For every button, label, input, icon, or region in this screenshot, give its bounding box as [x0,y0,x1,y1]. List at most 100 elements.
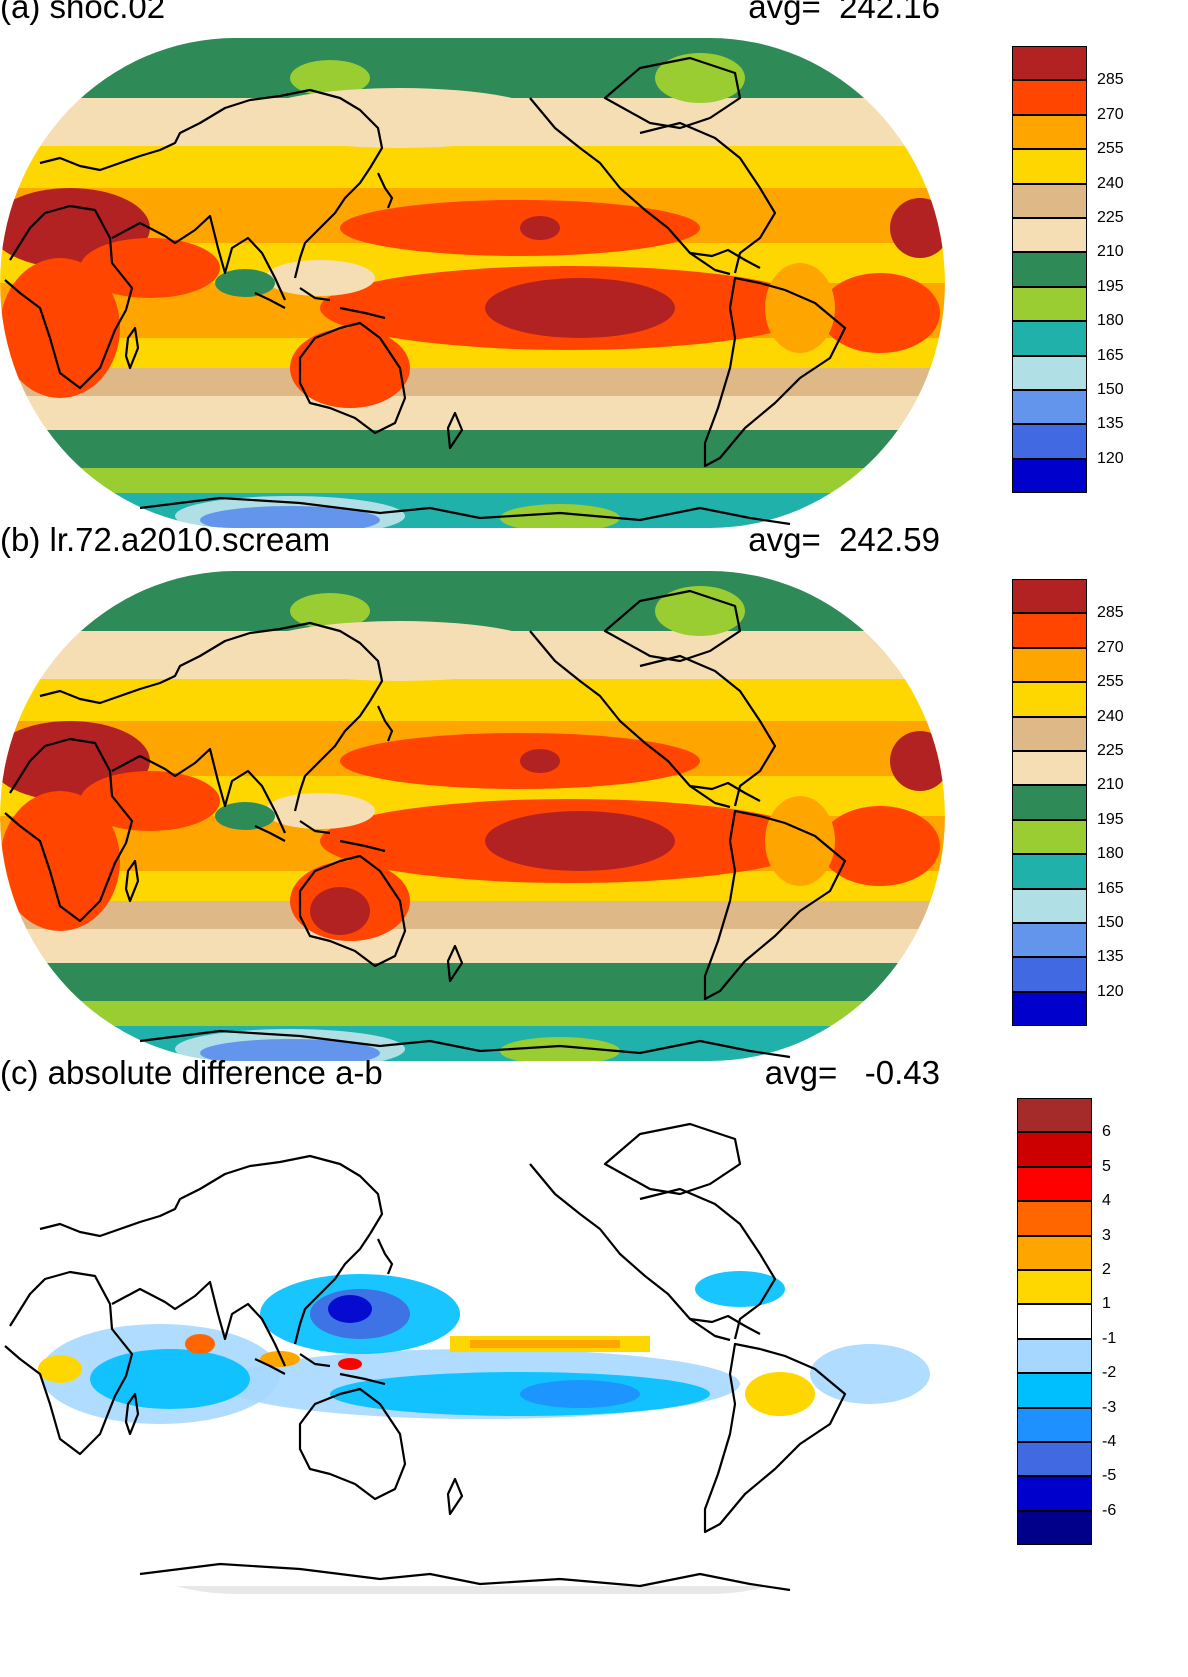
field-region [215,269,275,297]
colorbar-c-swatch [1017,1476,1092,1511]
colorbar-a-tick-label: 255 [1097,140,1124,158]
panel-c-avg-label: avg= [764,1054,838,1091]
coastline [446,1477,464,1516]
coastline [446,411,464,450]
coastline [639,1187,777,1340]
colorbar-b-swatch [1012,785,1087,820]
panel-c-avg: avg= -0.43 [765,1054,940,1092]
colorbar-a-swatch [1012,390,1087,425]
colorbar-a-tick-label: 225 [1097,209,1124,226]
colorbar-b-tick-label: 225 [1097,742,1124,759]
colorbar-c-swatch [1017,1442,1092,1477]
field-region [485,278,675,338]
colorbar-b-tick-label: 270 [1097,638,1124,656]
field-region [745,1372,815,1416]
colorbar-c-swatch [1017,1201,1092,1236]
coastline [39,88,384,172]
colorbar-c-tick-label: 6 [1102,1123,1111,1141]
latitude-band [0,38,945,98]
colorbar-c-tick-label: -5 [1102,1467,1117,1485]
colorbar-b-swatch [1012,854,1087,889]
coastline [4,737,134,923]
coastline [703,809,847,1001]
colorbar-b-swatch [1012,991,1087,1027]
colorbar-c-tick-label: -3 [1102,1398,1117,1416]
panel-a-avg: avg= 242.16 [748,0,940,26]
field-region [265,793,375,829]
coastline [298,321,407,435]
colorbar-a-tick-label: 210 [1097,243,1124,261]
coastline [293,167,371,279]
field-region [890,731,945,791]
coastline [39,621,384,705]
colorbar-b-tick-label: 195 [1097,810,1124,828]
colorbar-c-swatch [1017,1373,1092,1408]
field-region [655,53,745,103]
field-region [185,1334,215,1354]
field-region [520,1380,640,1408]
colorbar-b-swatch [1012,923,1087,958]
colorbar-b-swatch [1012,647,1087,683]
colorbar-c-swatch [1017,1235,1092,1270]
coastline [298,854,407,968]
field-region [38,1355,82,1383]
coastline [639,121,777,274]
map-panel-a [0,38,945,528]
coastline [139,1562,791,1592]
colorbar-b-swatch [1012,613,1087,648]
coastline [139,496,791,526]
field-region [328,1295,372,1323]
colorbar-c-tick-label: 1 [1102,1295,1111,1313]
colorbar-b-tick-label: 240 [1097,707,1124,725]
colorbar-c-swatch [1017,1270,1092,1305]
colorbar-b-swatch [1012,716,1087,751]
coastline [298,1387,407,1501]
coastline [254,287,386,320]
field-region [260,1351,300,1367]
coastline [377,705,394,742]
field-region [215,802,275,830]
colorbar-c-tick-label: -2 [1102,1364,1117,1382]
colorbar-b-swatch [1012,579,1087,614]
coastline [111,747,287,834]
coastline [39,1154,384,1238]
coastline [446,944,464,983]
field-region [520,749,560,773]
latitude-band [0,1001,945,1026]
coastline [689,1314,761,1335]
field-region [80,771,220,831]
map-panel-c [0,1104,945,1594]
panel-a-avg-label: avg= [748,0,821,25]
colorbar-b-tick-label: 165 [1097,879,1124,897]
panel-c-title: (c) absolute difference a-b [0,1054,383,1091]
field-region [820,806,940,886]
colorbar-b-swatch [1012,888,1087,923]
colorbar-a-swatch [1012,149,1087,184]
colorbar-c-tick-label: -4 [1102,1433,1117,1450]
coastline [603,56,742,130]
field-region [470,1340,620,1348]
colorbar-b-tick-label: 255 [1097,673,1124,691]
colorbar-c-tick-label: 4 [1102,1192,1111,1210]
colorbar-c-swatch [1017,1510,1092,1546]
latitude-band [0,368,945,396]
coastline [124,859,140,903]
coastline [529,1163,731,1342]
colorbar-c-swatch [1017,1407,1092,1442]
coastline [529,97,731,276]
coastline [293,1233,371,1345]
coastline [4,1270,134,1456]
colorbar-a-tick-label: 135 [1097,415,1124,433]
field-region [0,258,120,398]
colorbar-b-tick-label: 150 [1097,914,1124,931]
panel-b-title: (b) lr.72.a2010.scream [0,521,331,558]
colorbar-a-tick-label: 165 [1097,346,1124,364]
colorbar-a-swatch [1012,252,1087,287]
panel-b-avg-value: 242.59 [839,521,940,558]
coastline [111,214,287,301]
coastline [111,1280,287,1367]
field-region [80,238,220,298]
field-region [200,506,380,528]
coastline [703,276,847,468]
coastline [603,589,742,663]
